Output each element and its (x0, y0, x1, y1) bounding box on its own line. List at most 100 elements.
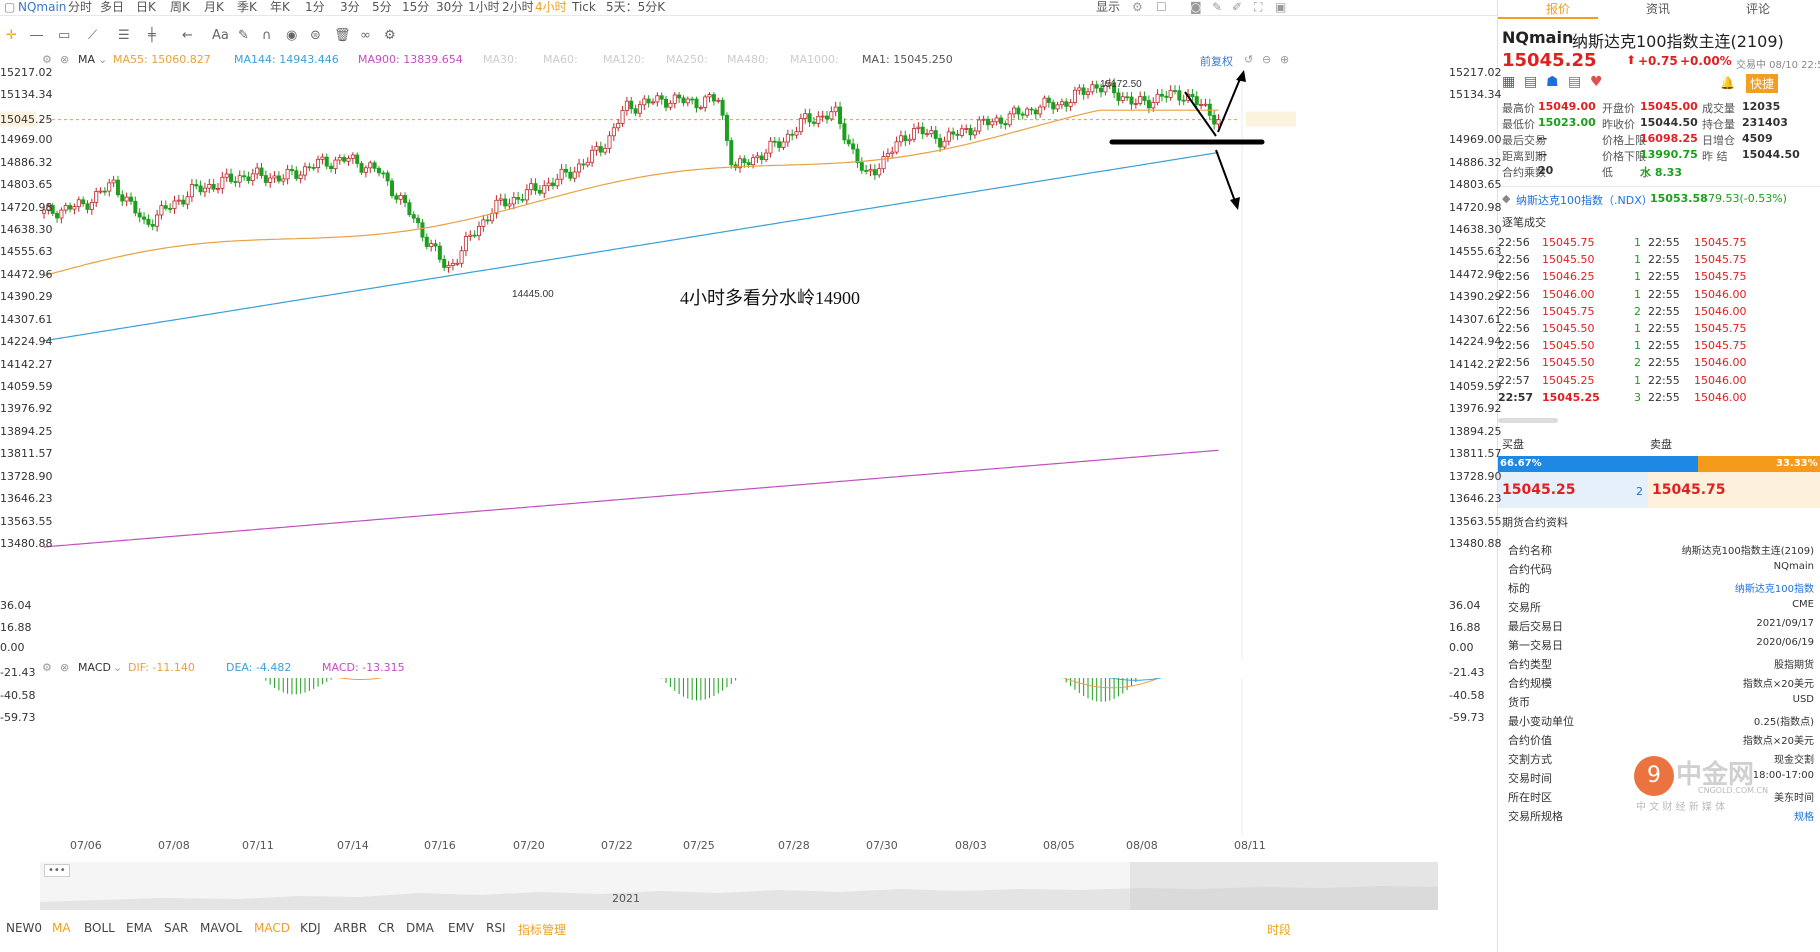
period-3[interactable]: 周K (170, 0, 190, 14)
pen-icon[interactable]: ✐ (1232, 0, 1243, 14)
indicator-tab-12[interactable]: RSI (486, 921, 506, 935)
price-axis-left-label: 13976.92 (0, 402, 53, 416)
period-13[interactable]: 2小时 (502, 0, 534, 14)
date-label: 07/14 (337, 839, 369, 852)
period-11[interactable]: 30分 (436, 0, 464, 14)
magnet-tool-icon[interactable]: ∩ (262, 28, 272, 43)
period-bar: ▢ NQmain 分时 多日 日K 周K 月K 季K 年K 1分 3分 5分 15分 30分 1小时 2小时 4… (0, 0, 1497, 16)
navigator-handle-icon[interactable]: ••• (44, 864, 70, 877)
lock-tool-icon[interactable]: ⊜ (310, 28, 321, 43)
delete-tool-icon[interactable]: 🗑 (334, 28, 351, 43)
macd-axis-left-label: 36.04 (0, 599, 32, 612)
bell-icon[interactable]: 🔔 (1720, 76, 1735, 90)
candle-body (446, 265, 451, 268)
index-name[interactable]: 纳斯达克100指数（.NDX） (1516, 194, 1653, 207)
time-navigator[interactable]: ••• 2021 (40, 862, 1438, 910)
contract-value[interactable]: 规格 (1794, 812, 1814, 823)
indicator-tab-5[interactable]: MAVOL (200, 921, 242, 935)
line-tool-icon[interactable]: ― (30, 28, 43, 43)
contract-value[interactable]: 纳斯达克100指数 (1734, 584, 1814, 595)
candle-body (63, 205, 68, 211)
ray-tool-icon[interactable]: ⟋ (88, 28, 98, 43)
indicator-tab-8[interactable]: ARBR (334, 921, 368, 935)
period-button[interactable]: 时段 (1267, 923, 1292, 937)
settings-icon[interactable]: ⚙ (1132, 0, 1143, 14)
indicator-tab-7[interactable]: KDJ (300, 921, 321, 935)
crosshair-icon[interactable]: ✛ (6, 28, 17, 43)
candle-body (1120, 96, 1125, 101)
period-6[interactable]: 年K (270, 0, 290, 14)
period-8[interactable]: 3分 (340, 0, 360, 14)
period-14[interactable]: 4小时 (535, 0, 567, 14)
channel-tool-icon[interactable]: ╪ (148, 28, 156, 43)
indicator-tab-10[interactable]: DMA (406, 921, 434, 935)
fib-tool-icon[interactable]: ☰ (118, 28, 130, 43)
flag-icon[interactable]: ▦ (1502, 74, 1516, 90)
candle-body (172, 200, 177, 209)
trades-scrollbar[interactable] (1498, 418, 1558, 423)
period-10[interactable]: 15分 (402, 0, 430, 14)
collapse-icon[interactable]: ⌃ (1642, 174, 1651, 185)
macd-name[interactable]: MACD (78, 661, 111, 674)
symbol-label[interactable]: NQmain (18, 0, 67, 14)
candle-body (1199, 104, 1204, 106)
period-15[interactable]: Tick (572, 0, 596, 14)
period-7[interactable]: 1分 (305, 0, 325, 14)
indicator-tab-0[interactable]: NEW0 (6, 921, 43, 935)
shape-tool-icon[interactable]: ▭ (58, 28, 71, 43)
arrow-tool-icon[interactable]: ← (182, 28, 193, 43)
text-tool-icon[interactable]: Aa (212, 28, 229, 43)
chevron-down-icon[interactable]: ⌄ (98, 53, 108, 66)
macd-chevron-icon[interactable]: ⌄ (113, 661, 123, 674)
book-icon[interactable]: ▤ (1568, 74, 1582, 90)
indicator-tab-4[interactable]: SAR (164, 921, 189, 935)
indicator-tab-6[interactable]: MACD (254, 921, 290, 935)
period-5[interactable]: 季K (237, 0, 257, 14)
link-tool-icon[interactable]: ∞ (360, 28, 371, 43)
settings-icon[interactable]: ⚙ (42, 53, 52, 66)
period-16[interactable]: 5天：5分K (606, 0, 666, 14)
period-1[interactable]: 多日 (100, 0, 125, 14)
restore-adjust-button[interactable]: 前复权 (1200, 55, 1233, 68)
period-4[interactable]: 月K (204, 0, 224, 14)
macd-chart[interactable] (0, 678, 1497, 836)
indicator-tab-3[interactable]: EMA (126, 921, 153, 935)
period-9[interactable]: 5分 (372, 0, 392, 14)
brush-tool-icon[interactable]: ✎ (238, 28, 249, 43)
fullscreen-icon[interactable]: ⛶ (1254, 0, 1263, 14)
panel-tab-1[interactable]: 资讯 (1646, 2, 1671, 16)
settings-tool-icon[interactable]: ⚙ (384, 28, 396, 43)
macd-settings-icon[interactable]: ⚙ (42, 661, 52, 674)
period-2[interactable]: 日K (136, 0, 156, 14)
camera-icon[interactable]: ◙ (1190, 0, 1202, 14)
price-axis-left-label: 15134.34 (0, 88, 53, 102)
macd-axis-left-label: -21.43 (0, 666, 36, 680)
zoom-out-icon[interactable]: ⊖ (1262, 53, 1272, 66)
heart-icon[interactable]: ♥ (1590, 74, 1603, 90)
indicator-tab-9[interactable]: CR (378, 921, 395, 935)
panel-tab-0[interactable]: 报价 (1546, 2, 1571, 16)
zoom-in-icon[interactable]: ⊕ (1280, 53, 1290, 66)
close-icon[interactable]: ⊗ (60, 53, 70, 66)
indicator-tab-2[interactable]: BOLL (84, 921, 115, 935)
period-12[interactable]: 1小时 (468, 0, 500, 14)
person-icon[interactable]: ☗ (1546, 74, 1559, 90)
indicator-tab-13[interactable]: 指标管理 (518, 923, 567, 937)
badge-icon[interactable]: ▤ (1524, 74, 1538, 90)
price-axis-left-label: 13728.90 (0, 469, 53, 483)
indicator-tab-1[interactable]: MA (52, 921, 71, 935)
candle-body (685, 98, 690, 104)
panel-tab-2[interactable]: 评论 (1746, 2, 1771, 16)
candlestick-chart[interactable]: 15172.50 14445.00 4小时多看分水岭14900 (0, 70, 1497, 660)
indicator-tab-11[interactable]: EMV (448, 921, 475, 935)
eye-tool-icon[interactable]: ◉ (286, 28, 298, 43)
window-icon[interactable]: ▣ (1275, 0, 1287, 14)
display-menu[interactable]: 显示 (1096, 0, 1121, 14)
period-0[interactable]: 分时 (68, 0, 93, 14)
edit-icon[interactable]: ✎ (1212, 0, 1223, 14)
indicator-name[interactable]: MA (78, 53, 96, 66)
macd-close-icon[interactable]: ⊗ (60, 661, 70, 674)
quick-button[interactable]: 快捷 (1746, 74, 1779, 93)
undo-icon[interactable]: ↺ (1244, 53, 1254, 66)
checkbox-icon[interactable]: ☐ (1156, 0, 1167, 14)
